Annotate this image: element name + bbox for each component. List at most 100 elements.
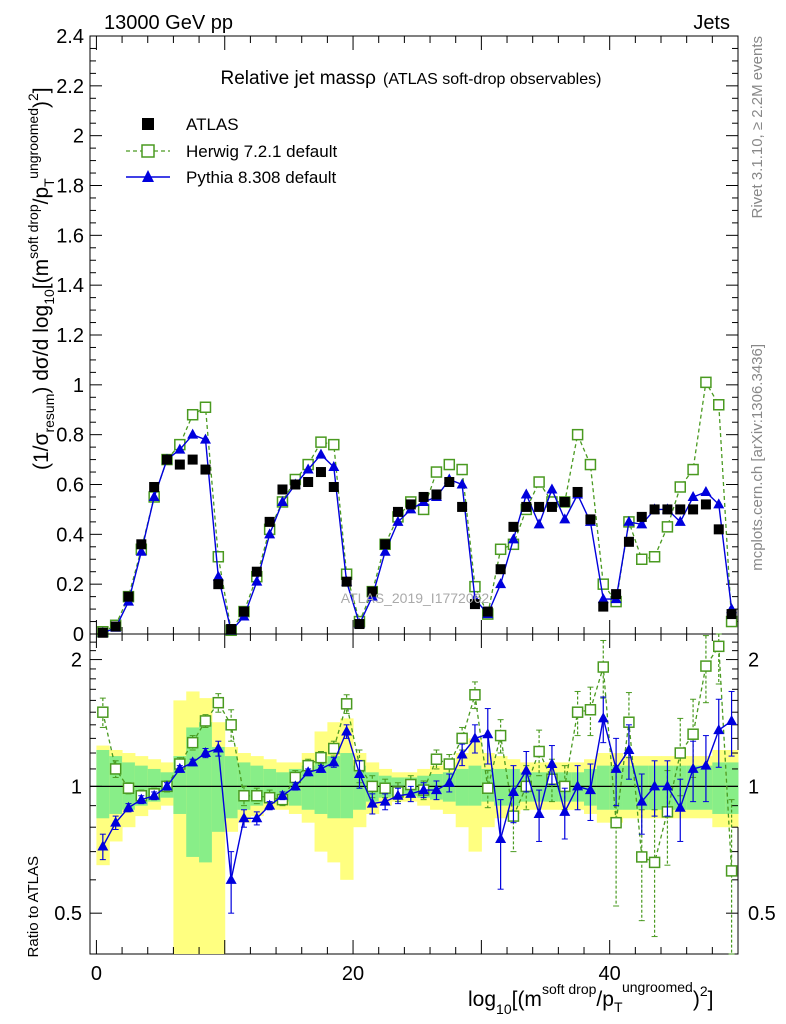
atlas-point [700,499,711,510]
atlas-point [226,624,237,635]
main-plot: 0 0.2 0.4 0.6 0.8 1 1.2 1.4 1.6 1.8 2 2.2 2.4 ATLAS_… [56,26,739,646]
herwig-point [661,521,674,533]
herwig-point [186,408,199,421]
pythia-ratio-point [584,784,596,795]
pythia-ratio-point [187,756,199,767]
herwig-ratio-point [725,865,738,877]
pythia-ratio-point [353,767,365,778]
y-tick-label: 1 [73,375,84,397]
legend-marker-atlas [142,118,154,130]
atlas-point [290,479,301,490]
atlas-point [546,501,557,512]
atlas-point [726,609,737,620]
y-tick-label: 1.4 [56,275,84,297]
pythia-ratio-point [418,784,430,795]
herwig-ratio-point [456,732,468,745]
herwig-point [328,438,340,451]
legend-marker-pythia [142,170,154,182]
y-tick-label: 1.2 [56,325,84,347]
pythia-ratio-point [687,762,699,773]
atlas-point [482,606,493,617]
pythia-ratio-point [405,787,417,798]
pythia-ratio-point [661,780,673,791]
pythia-point [636,518,648,529]
atlas-point [688,504,699,515]
pythia-ratio-point [97,840,109,851]
ratio-y-tick-label: 2 [71,650,82,672]
pythia-ratio-point [520,764,532,775]
x-tick-label: 0 [91,963,102,985]
chart-title-main: Relative jet massρ [221,68,377,89]
atlas-point [315,467,326,478]
pythia-ratio-point [469,732,481,743]
herwig-ratio-point [328,742,340,755]
atlas-point [161,454,172,465]
pythia-point [687,490,699,501]
pythia-point [135,545,147,556]
ratio-y-tick-label: 0.5 [54,903,82,925]
atlas-point [149,481,160,492]
uncertainty-band-green [725,762,739,814]
svg-text:log10[(msoft drop/pTungroomed): log10[(msoft drop/pTungroomed)2] [468,979,713,1017]
pythia-point [623,515,635,526]
pythia-ratio-point [533,807,545,818]
pythia-ratio-point [110,816,122,827]
pythia-point [251,575,263,586]
pythia-ratio-point [199,747,211,758]
y-tick-label: 2 [73,126,84,148]
rivet-label: Rivet 3.1.10, ≥ 2.2M events [749,36,766,219]
atlas-point [469,599,480,610]
legend-label: ATLAS [186,115,239,134]
y-tick-label: 0.6 [56,475,84,497]
herwig-ratio-point [212,696,225,709]
pythia-ratio-point [161,780,173,791]
legend-label: Pythia 8.308 default [186,168,337,187]
herwig-point [648,551,661,563]
atlas-point [623,536,634,547]
atlas-point [277,484,288,495]
atlas-point [444,477,455,488]
legend-label: Herwig 7.2.1 default [186,142,337,161]
pythia-ratio-point [700,759,712,770]
chart-title: Relative jet massρ [221,68,377,89]
chart-subtitle: (ATLAS soft-drop observables) [383,71,601,88]
herwig-point [674,481,687,493]
ratio-y-tick-label-right: 2 [748,650,759,672]
herwig-ratio-point [251,790,263,802]
watermark: ATLAS_2019_I1772062 [341,590,490,606]
uncertainty-band-green [340,753,354,819]
ratio-y-tick-label-right: 0.5 [748,903,776,925]
pythia-point [674,515,686,526]
atlas-point [662,504,673,515]
pythia-ratio-point [264,799,276,810]
pythia-ratio-point [315,762,327,773]
pythia-point [199,433,211,444]
herwig-point [571,428,584,441]
atlas-point [354,619,365,630]
atlas-point [380,539,391,550]
pythia-ratio-point [238,812,250,823]
y-tick-label: 0.8 [56,425,84,447]
svg-text:(1/σresum) dσ/d log10[(msoft d: (1/σresum) dσ/d log10[(msoft drop/pTungr… [25,87,57,470]
pythia-point [713,498,725,509]
atlas-point [341,576,352,587]
atlas-point [508,521,519,532]
pythia-point [507,533,519,544]
herwig-ratio-point [494,729,507,742]
pythia-ratio-point [379,795,391,806]
x-tick-label: 20 [342,963,364,985]
herwig-ratio-point [199,715,212,727]
pythia-ratio-point [559,805,571,816]
pythia-ratio-point [572,780,584,791]
pythia-point [559,513,571,524]
pythia-point [456,478,468,489]
herwig-ratio-point [674,747,687,759]
atlas-point [636,511,647,522]
herwig-ratio-point [700,660,712,672]
pythia-ratio-point [276,789,288,800]
x-tick-label: 40 [599,963,621,985]
pythia-point [533,518,545,529]
pythia-ratio-point [122,801,134,812]
herwig-ratio-point [584,704,597,716]
